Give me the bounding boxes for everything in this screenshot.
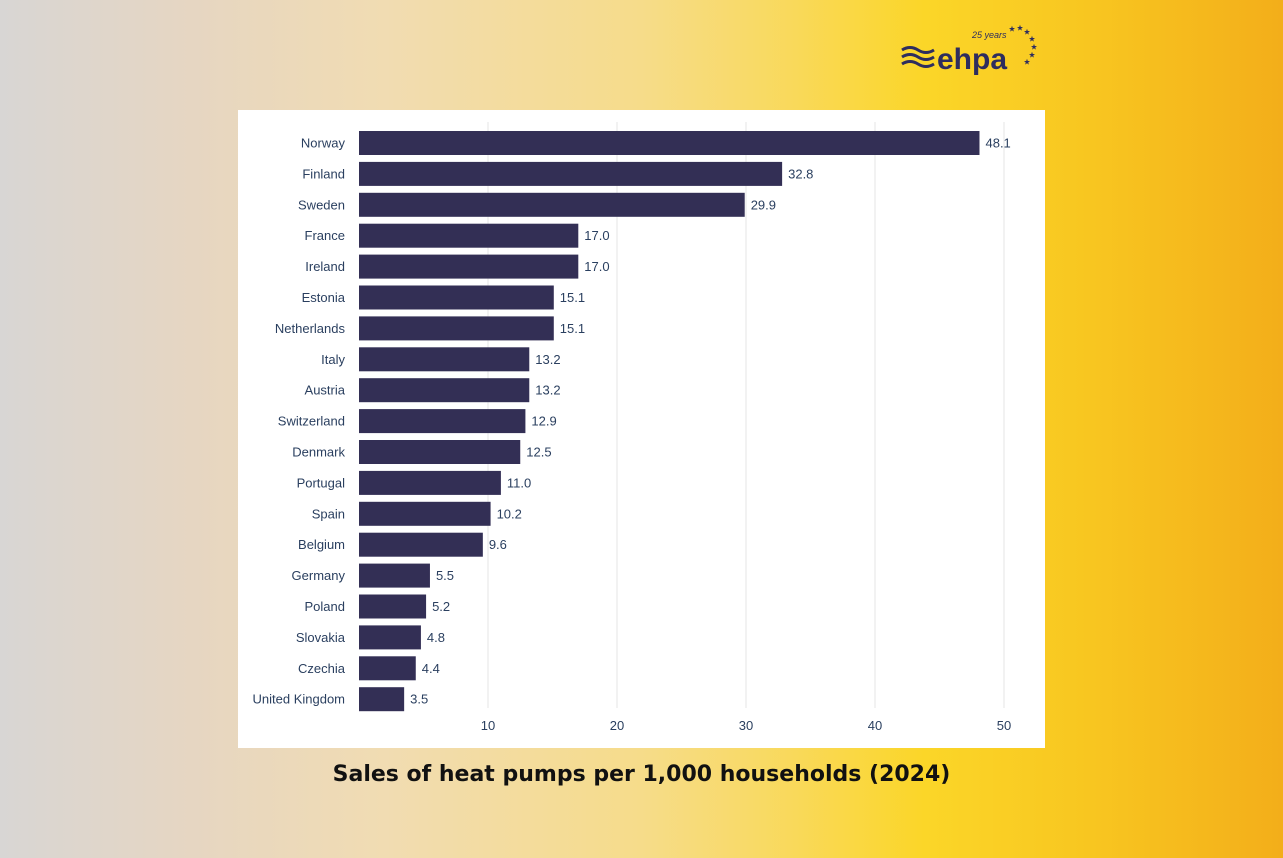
category-label: Sweden [298,197,345,212]
data-label: 11.0 [507,475,531,490]
data-label: 15.1 [560,290,585,305]
data-label: 13.2 [535,352,560,367]
bar [359,625,421,650]
bar [359,131,980,155]
category-label: Norway [301,136,346,151]
category-label: Czechia [298,661,346,676]
bar [359,656,416,681]
data-label: 4.4 [422,661,440,676]
waves-icon [901,46,935,68]
category-label: Netherlands [275,321,346,336]
logo-tagline: 25 years [971,30,1007,40]
data-label: 29.9 [751,197,776,212]
category-label: Switzerland [278,414,345,429]
x-tick-label: 20 [610,718,624,733]
category-label: France [305,228,345,243]
data-label: 10.2 [497,506,522,521]
star-icon [1023,58,1031,65]
logo-text: ehpa [937,43,1007,76]
category-label: Germany [292,568,346,583]
data-label: 12.5 [526,445,551,460]
bar [359,223,579,248]
data-label: 3.5 [410,692,428,707]
data-label: 32.8 [788,166,813,181]
bar [359,161,783,186]
bar [359,594,427,619]
category-label: Denmark [292,445,345,460]
x-tick-label: 50 [997,718,1011,733]
star-icon [1016,24,1024,31]
chart-panel: 10 20 30 40 50 Norway 48.1 Finland 32.8 Sweden 29.… [238,110,1045,748]
bar [359,440,521,464]
x-tick-label: 30 [739,718,753,733]
category-label: Ireland [305,259,345,274]
star-icon [1008,25,1016,32]
data-label: 15.1 [560,321,585,336]
data-label: 5.5 [436,568,454,583]
category-label: Belgium [298,537,345,552]
bar [359,470,501,495]
bar [359,192,745,217]
star-icon [1030,43,1038,50]
x-tick-label: 10 [481,718,495,733]
category-label: Spain [312,506,345,521]
bar [359,254,579,279]
star-icon [1028,51,1036,58]
data-label: 17.0 [584,259,609,274]
bar [359,409,526,434]
x-tick-label: 40 [868,718,882,733]
category-label: Estonia [302,290,346,305]
bar [359,316,554,341]
data-label: 4.8 [427,630,445,645]
ehpa-logo: ehpa 25 years [900,24,1040,76]
category-label: Slovakia [296,630,346,645]
bar [359,378,530,403]
category-label: Portugal [297,475,346,490]
bar [359,501,491,526]
category-label: Austria [305,383,346,398]
data-label: 13.2 [535,383,560,398]
bar [359,285,554,310]
data-label: 5.2 [432,599,450,614]
data-label: 9.6 [489,537,507,552]
bar [359,687,405,712]
category-label: Italy [321,352,345,367]
category-label: United Kingdom [253,692,346,707]
bar [359,347,530,372]
data-label: 48.1 [985,136,1010,151]
star-icon [1028,35,1036,42]
data-label: 12.9 [531,414,556,429]
category-label: Poland [305,599,345,614]
bar [359,532,483,557]
chart-title: Sales of heat pumps per 1,000 households… [332,762,951,787]
stars-icon [1008,24,1038,65]
bar [359,563,430,588]
data-label: 17.0 [584,228,609,243]
star-icon [1023,28,1031,35]
category-label: Finland [302,166,345,181]
bar-chart: 10 20 30 40 50 Norway 48.1 Finland 32.8 Sweden 29.… [253,122,1011,733]
